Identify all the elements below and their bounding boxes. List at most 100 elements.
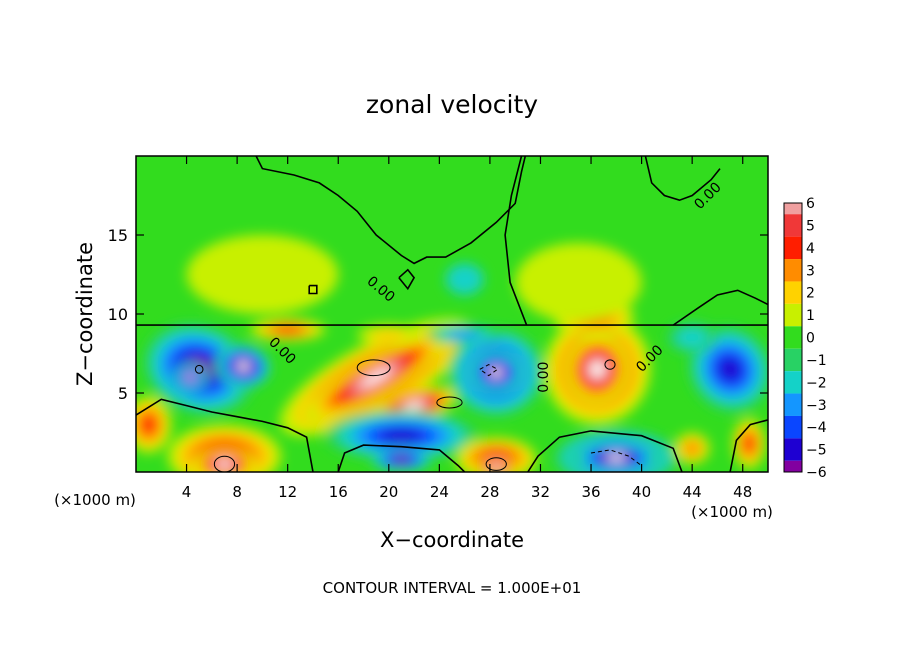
colorbar-tick-label: −4 xyxy=(806,420,827,436)
velocity-cell xyxy=(357,325,421,345)
colorbar-tick-label: −5 xyxy=(806,443,827,459)
colorbar-tick-label: 2 xyxy=(806,286,815,302)
y-tick-label: 10 xyxy=(108,305,128,324)
velocity-cell xyxy=(445,263,484,296)
velocity-band xyxy=(447,330,482,339)
velocity-band xyxy=(217,460,232,468)
velocity-band xyxy=(274,325,301,334)
contour-label: 0.00 xyxy=(536,362,552,393)
colorbar-tick-label: 5 xyxy=(806,218,815,234)
colorbar-tick-label: 6 xyxy=(806,196,815,212)
velocity-band xyxy=(743,434,755,453)
velocity-cell xyxy=(136,396,172,454)
colorbar-swatch xyxy=(784,203,802,215)
colorbar-swatch xyxy=(784,415,802,439)
colorbar-swatch xyxy=(784,438,802,461)
colorbar-tick-label: 3 xyxy=(806,263,815,279)
colorbar-tick-label: −3 xyxy=(806,398,827,414)
contour-lines xyxy=(136,156,768,472)
colorbar-tick-label: −6 xyxy=(806,465,827,481)
colorbar-frame xyxy=(783,202,803,473)
contour-interval-note: CONTOUR INTERVAL = 1.000E+01 xyxy=(323,579,582,597)
velocity-cell xyxy=(572,441,661,472)
x-unit-left: (×1000 m) xyxy=(54,491,136,509)
velocity-band xyxy=(718,357,743,382)
zero-contour xyxy=(337,444,466,472)
inner-contour xyxy=(194,364,204,374)
velocity-band xyxy=(237,361,250,371)
x-tick-label: 12 xyxy=(278,483,297,501)
zero-contour xyxy=(136,398,314,472)
colorbar-swatch xyxy=(784,281,802,304)
x-tick-label: 48 xyxy=(733,483,752,501)
velocity-band xyxy=(515,242,642,322)
y-tick-label: 5 xyxy=(118,384,128,403)
colorbar-swatch xyxy=(784,259,802,282)
velocity-band xyxy=(405,401,424,410)
zero-contour xyxy=(398,268,416,291)
zero-contour xyxy=(504,156,528,326)
velocity-band xyxy=(186,374,195,381)
velocity-band xyxy=(186,235,339,314)
velocity-cell xyxy=(304,332,448,422)
y-tick-label: 15 xyxy=(108,226,128,245)
inner-contour xyxy=(485,457,507,471)
x-tick-label: 16 xyxy=(329,483,348,501)
colorbar-tick-label: −1 xyxy=(806,353,827,369)
x-tick-label: 44 xyxy=(683,483,702,501)
x-tick-label: 28 xyxy=(480,483,499,501)
velocity-cell xyxy=(426,325,503,345)
colorbar-swatch xyxy=(784,460,802,472)
velocity-band xyxy=(140,414,157,435)
x-tick-label: 20 xyxy=(379,483,398,501)
velocity-cell xyxy=(192,448,257,472)
colorbar-swatch xyxy=(784,371,802,394)
zero-contour xyxy=(729,419,768,472)
velocity-cell xyxy=(215,343,272,389)
inner-contour xyxy=(213,455,236,472)
velocity-cell xyxy=(369,446,434,472)
x-axis-label: X−coordinate xyxy=(380,528,524,552)
colorbar-swatch xyxy=(784,214,802,237)
velocity-band xyxy=(361,367,392,387)
velocity-cell xyxy=(565,334,630,404)
zero-contour xyxy=(527,430,683,472)
velocity-band xyxy=(445,263,484,296)
colorbar-swatch xyxy=(784,303,802,327)
colorbar-tick-label: −2 xyxy=(806,375,827,391)
inner-contour xyxy=(604,359,616,370)
velocity-band xyxy=(590,362,605,377)
colorbar-swatch xyxy=(784,326,802,349)
x-axis: 4 8 12 16 20 24 28 32 36 40 44 48 xyxy=(182,156,752,501)
x-tick-label: 4 xyxy=(182,483,192,501)
y-axis: 5 10 15 xyxy=(108,226,768,403)
chart-title: zonal velocity xyxy=(366,90,538,119)
negative-contour xyxy=(590,449,642,467)
x-tick-label: 40 xyxy=(632,483,651,501)
velocity-band xyxy=(676,327,708,348)
colorbar-swatch xyxy=(784,393,802,416)
x-tick-label: 32 xyxy=(531,483,550,501)
x-tick-label: 24 xyxy=(430,483,449,501)
velocity-band xyxy=(369,328,409,341)
colorbar-swatch xyxy=(784,348,802,372)
colorbar: 6 5 4 3 2 1 0 −1 −2 −3 −4 −5 −6 xyxy=(783,196,827,481)
colorbar-tick-label: 1 xyxy=(806,308,815,324)
velocity-cell xyxy=(468,350,525,395)
x-tick-label: 36 xyxy=(581,483,600,501)
velocity-cell xyxy=(249,318,326,341)
velocity-band xyxy=(379,428,424,443)
velocity-band xyxy=(607,454,626,462)
y-axis-label: Z−coordinate xyxy=(73,242,97,386)
colorbar-tick-label: 0 xyxy=(806,331,815,347)
velocity-cell xyxy=(674,432,710,465)
velocity-cell xyxy=(688,326,768,413)
velocity-band xyxy=(490,367,503,378)
velocity-cell xyxy=(666,321,718,354)
inner-contour xyxy=(356,359,391,377)
velocity-cell xyxy=(172,362,209,392)
zero-contour xyxy=(672,289,768,326)
velocity-band xyxy=(684,441,701,456)
colorbar-swatch xyxy=(784,236,802,260)
colorbar-tick-label: 4 xyxy=(806,241,815,257)
